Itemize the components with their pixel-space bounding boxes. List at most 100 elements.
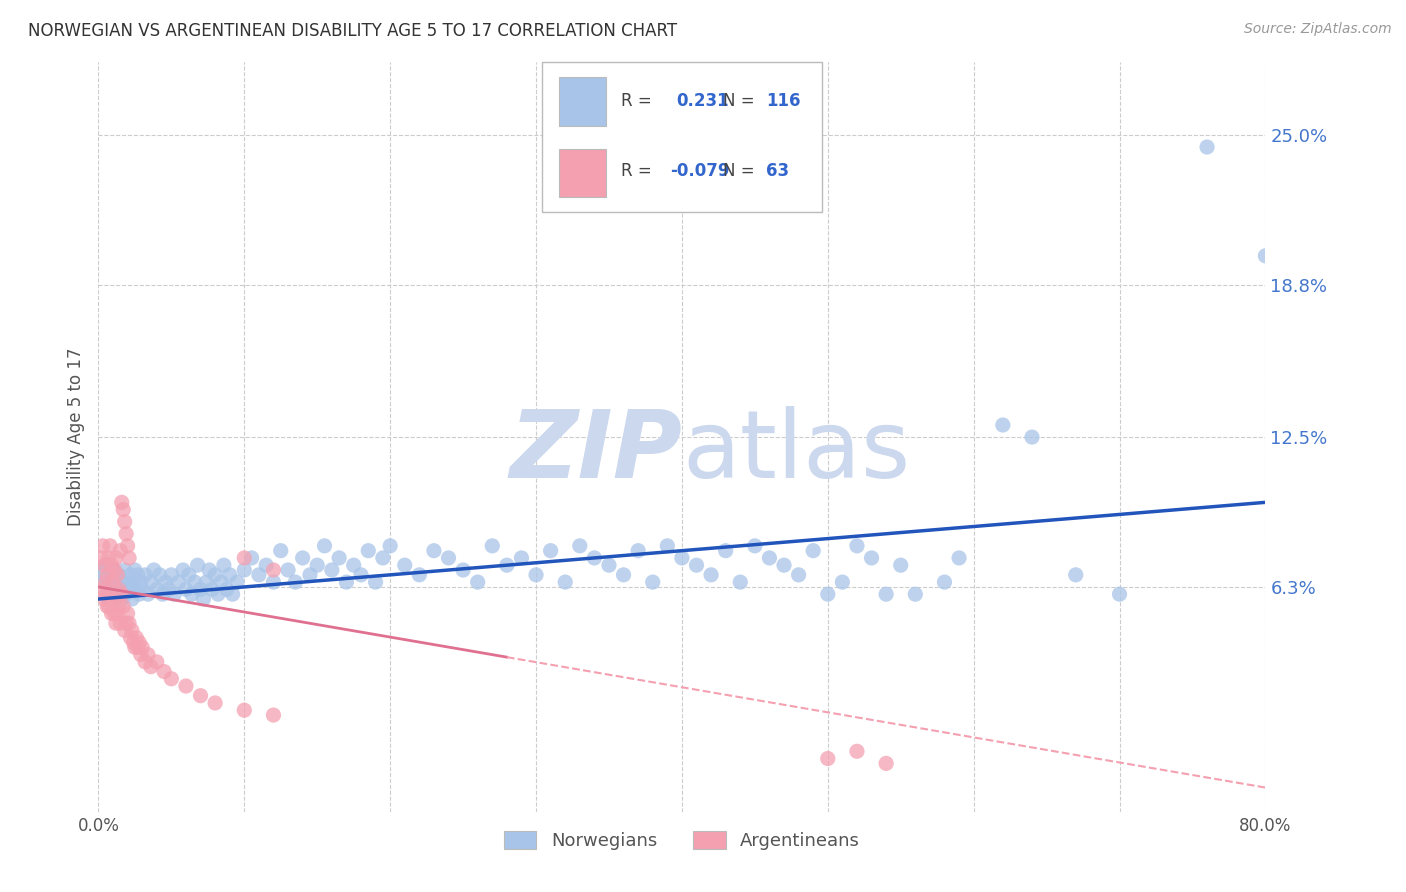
Point [298, 567, 321, 582]
Point [233, 563, 256, 577]
Point [190, 582, 212, 597]
Point [91, 567, 114, 582]
Point [94, 587, 117, 601]
Point [160, 567, 183, 582]
Point [700, 567, 723, 582]
Text: 63: 63 [766, 162, 789, 180]
Point [198, 563, 221, 577]
Point [277, 563, 299, 577]
Point [118, 550, 141, 565]
Point [112, 599, 135, 614]
Point [291, 550, 314, 565]
FancyBboxPatch shape [560, 78, 606, 126]
Point [451, 563, 474, 577]
Point [467, 575, 489, 590]
Point [262, 575, 284, 590]
Text: atlas: atlas [682, 406, 910, 498]
Point [97, 599, 120, 614]
Point [364, 575, 387, 590]
Point [240, 550, 263, 565]
Point [247, 567, 270, 582]
Point [103, 592, 125, 607]
Point [104, 575, 127, 590]
Legend: Norwegians, Argentineans: Norwegians, Argentineans [495, 822, 869, 859]
Point [758, 550, 780, 565]
Point [115, 526, 138, 541]
Point [195, 575, 218, 590]
Point [128, 635, 150, 649]
Point [314, 539, 336, 553]
Point [112, 575, 135, 590]
Point [115, 587, 138, 601]
Point [627, 543, 650, 558]
Point [218, 567, 240, 582]
Point [201, 582, 224, 597]
Point [787, 567, 810, 582]
Point [233, 703, 256, 717]
Point [183, 575, 205, 590]
Point [233, 550, 256, 565]
Point [110, 582, 132, 597]
Point [104, 550, 127, 565]
Point [177, 567, 200, 582]
Point [146, 655, 169, 669]
Point [371, 550, 394, 565]
Point [335, 575, 357, 590]
Point [111, 592, 134, 607]
Point [394, 558, 416, 573]
Point [343, 558, 366, 573]
Point [204, 696, 226, 710]
Point [190, 689, 212, 703]
Point [481, 539, 503, 553]
Point [100, 558, 122, 573]
Point [262, 708, 284, 723]
Point [524, 567, 547, 582]
Point [685, 558, 707, 573]
Point [117, 539, 139, 553]
Point [904, 587, 927, 601]
Point [831, 575, 853, 590]
Text: R =: R = [621, 162, 652, 180]
Point [105, 607, 128, 621]
Point [155, 575, 177, 590]
Point [105, 587, 128, 601]
Point [120, 567, 142, 582]
Point [104, 616, 127, 631]
Point [408, 567, 430, 582]
Point [93, 592, 115, 607]
Point [122, 635, 145, 649]
Point [773, 558, 796, 573]
Point [860, 550, 883, 565]
Point [226, 575, 249, 590]
Point [98, 592, 121, 607]
Point [96, 587, 118, 601]
Point [100, 607, 122, 621]
Point [94, 558, 117, 573]
Point [94, 575, 117, 590]
Point [1254, 249, 1277, 263]
Point [131, 640, 153, 655]
Point [117, 607, 139, 621]
Point [875, 756, 897, 771]
Point [108, 582, 131, 597]
Point [174, 582, 197, 597]
Point [93, 575, 115, 590]
Point [97, 550, 120, 565]
Point [1064, 567, 1087, 582]
Text: -0.079: -0.079 [671, 162, 730, 180]
Point [307, 558, 329, 573]
Point [380, 539, 402, 553]
Point [90, 550, 112, 565]
Point [98, 567, 121, 582]
Point [96, 599, 118, 614]
Point [98, 539, 121, 553]
Point [437, 550, 460, 565]
Point [350, 567, 373, 582]
FancyBboxPatch shape [560, 149, 606, 197]
Point [948, 550, 970, 565]
Point [96, 567, 118, 582]
Point [328, 550, 350, 565]
Point [744, 539, 766, 553]
Text: N =: N = [723, 162, 755, 180]
Point [612, 567, 634, 582]
